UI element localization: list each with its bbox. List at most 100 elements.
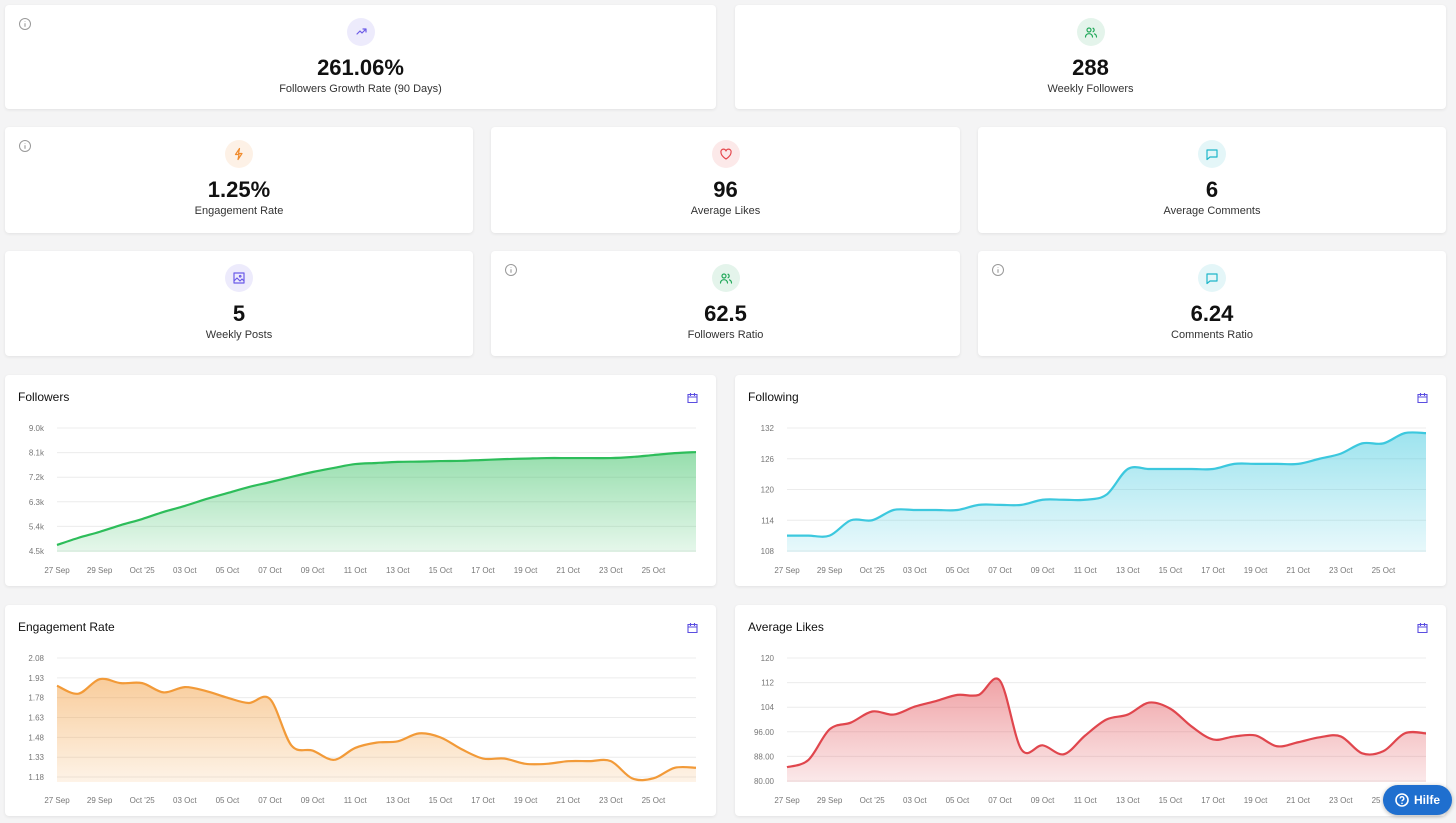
card-icon — [711, 140, 740, 168]
stat-card: 6.24 Comments Ratio — [978, 251, 1446, 356]
card-label: Average Likes — [690, 205, 761, 217]
y-tick-label: 5.4k — [29, 522, 45, 531]
icon-glyph — [234, 147, 243, 161]
x-tick-label: 21 Oct — [556, 566, 580, 575]
card-value: 6 — [1205, 177, 1219, 202]
chart-title: Engagement Rate — [18, 620, 115, 634]
chart: Average Likes 80.00 88.00 96.00 104 112 120 27 … — [748, 620, 1428, 805]
card-icon — [1198, 140, 1226, 168]
info-icon — [19, 140, 31, 152]
x-tick-label: 13 Oct — [1116, 566, 1140, 575]
card-label: Followers Ratio — [687, 329, 764, 341]
card-icon — [225, 264, 253, 292]
y-tick-label: 120 — [761, 486, 775, 495]
info-icon — [19, 18, 31, 30]
icon-glyph — [233, 272, 245, 284]
y-tick-label: 8.1k — [29, 449, 45, 458]
x-tick-label: 29 Sep — [87, 566, 113, 575]
chart-card: Average Likes 80.00 88.00 96.00 104 112 120 27 … — [735, 605, 1446, 816]
calendar-path — [687, 393, 698, 404]
info-icon — [992, 264, 1004, 276]
card-label: Weekly Posts — [205, 329, 273, 341]
line — [56, 450, 697, 547]
chart-title: Following — [748, 390, 799, 404]
card-icon — [346, 18, 375, 46]
y-tick-label: 132 — [761, 424, 775, 433]
icon-bg — [225, 264, 253, 292]
help-label: Hilfe — [1413, 793, 1440, 807]
stat-card: 5 Weekly Posts — [5, 251, 473, 356]
card-value: 288 — [1072, 55, 1109, 80]
help-icon — [1395, 793, 1409, 807]
info-circle — [19, 140, 31, 152]
x-tick-label: 11 Oct — [1074, 796, 1098, 805]
x-tick-label: 29 Sep — [817, 796, 843, 805]
chart: Followers 4.5k 5.4k 6.3k 7.2k 8.1k 9.0k 27 Sep 2… — [18, 390, 698, 575]
y-tick-label: 96.00 — [754, 728, 775, 737]
card-value: 6.24 — [1190, 301, 1234, 326]
y-tick-label: 1.48 — [28, 733, 44, 742]
calendar-icon — [687, 393, 698, 404]
y-tick-label: 114 — [761, 516, 774, 525]
stat-card: 62.5 Followers Ratio — [491, 251, 960, 356]
help-button[interactable]: Hilfe — [1383, 785, 1452, 815]
x-tick-label: 05 Oct — [946, 796, 970, 805]
icon-bg — [1076, 18, 1105, 46]
y-tick-label: 126 — [761, 455, 775, 464]
icon-path — [234, 147, 243, 161]
x-tick-label: 03 Oct — [903, 566, 927, 575]
icon-glyph — [1084, 27, 1097, 38]
x-tick-label: Oct '25 — [860, 796, 886, 805]
x-tick-label: 23 Oct — [1329, 796, 1353, 805]
x-tick-label: Oct '25 — [860, 566, 886, 575]
x-tick-label: 23 Oct — [599, 796, 623, 805]
x-tick-label: 07 Oct — [988, 796, 1012, 805]
x-tick-label: 03 Oct — [173, 566, 197, 575]
x-tick-label: 07 Oct — [988, 566, 1012, 575]
line — [786, 677, 1427, 769]
x-tick-label: 27 Sep — [774, 796, 800, 805]
chart-title: Average Likes — [748, 620, 824, 634]
x-tick-label: Oct '25 — [130, 566, 156, 575]
y-tick-label: 9.0k — [29, 424, 45, 433]
x-tick-label: 15 Oct — [429, 566, 453, 575]
icon-bg — [1198, 264, 1226, 292]
y-tick-label: 80.00 — [754, 777, 775, 786]
icon-glyph — [719, 273, 732, 284]
line — [56, 677, 697, 782]
card-value: 1.25% — [207, 177, 271, 202]
area-fill — [787, 678, 1426, 782]
y-tick-label: 7.2k — [29, 473, 45, 482]
x-tick-label: 07 Oct — [258, 796, 282, 805]
chart: Following 108 114 120 126 132 27 Sep 29 Sep Oct … — [748, 390, 1428, 575]
area-fill — [787, 432, 1426, 552]
calendar-icon — [687, 623, 698, 634]
y-tick-label: 1.93 — [28, 674, 44, 683]
chart-card: Engagement Rate 1.18 1.33 1.48 1.63 1.78 1.93 2… — [5, 605, 716, 816]
info-circle — [992, 264, 1004, 276]
chart: Engagement Rate 1.18 1.33 1.48 1.63 1.78 1.93 2… — [18, 620, 698, 805]
y-tick-label: 120 — [761, 654, 775, 663]
card-value: 62.5 — [704, 301, 747, 326]
icon-glyph — [719, 148, 732, 160]
card-label: Followers Growth Rate (90 Days) — [279, 83, 442, 95]
x-tick-label: 11 Oct — [1074, 566, 1098, 575]
icon-path — [1084, 27, 1097, 38]
calendar-icon — [1417, 623, 1428, 634]
x-tick-label: 17 Oct — [1201, 566, 1225, 575]
stat-card: 1.25% Engagement Rate — [5, 127, 473, 233]
x-tick-label: 03 Oct — [173, 796, 197, 805]
x-tick-label: 09 Oct — [301, 796, 325, 805]
card-icon — [225, 140, 253, 168]
card-icon — [1198, 264, 1226, 292]
info-icon — [505, 264, 517, 276]
y-tick-label: 1.33 — [28, 753, 44, 762]
chart-title: Followers — [18, 390, 69, 404]
stat-card: 6 Average Comments — [978, 127, 1446, 233]
x-tick-label: 19 Oct — [514, 566, 538, 575]
x-tick-label: 23 Oct — [599, 566, 623, 575]
x-tick-label: 25 Oct — [1372, 566, 1396, 575]
card-icon — [1076, 18, 1105, 46]
x-tick-label: 09 Oct — [1031, 796, 1055, 805]
